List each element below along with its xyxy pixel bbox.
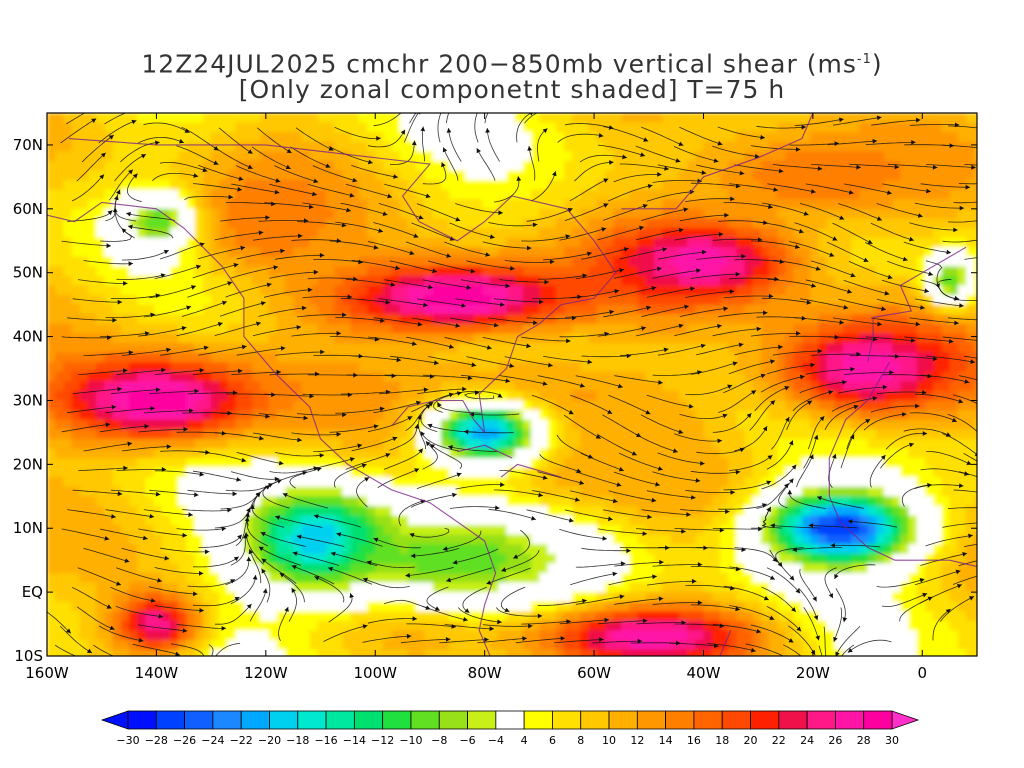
colorbar-swatch xyxy=(269,710,299,730)
colorbar-label: 8 xyxy=(577,734,584,747)
colorbar-swatch xyxy=(608,710,638,730)
lat-tick-label: 70N xyxy=(13,136,43,154)
colorbar-swatch xyxy=(155,710,186,730)
chart-title-close: ) xyxy=(871,49,883,79)
lat-tick-label: 10N xyxy=(13,519,43,537)
colorbar-label: 30 xyxy=(885,734,899,747)
lon-tick-label: 0 xyxy=(918,664,928,682)
colorbar-swatch xyxy=(325,710,355,730)
colorbar-label: 24 xyxy=(800,734,814,747)
colorbar-label: −18 xyxy=(286,734,309,747)
plot-frame xyxy=(46,112,978,657)
lat-tick-label: 30N xyxy=(13,391,43,409)
colorbar-label: 10 xyxy=(602,734,616,747)
lon-tick-label: 140W xyxy=(135,664,179,682)
colorbar-swatch xyxy=(382,710,412,730)
colorbar-label: 16 xyxy=(687,734,701,747)
colorbar-swatch xyxy=(552,710,582,730)
colorbar-label: −26 xyxy=(173,734,196,747)
colorbar-swatch xyxy=(580,710,610,730)
lon-tick-label: 100W xyxy=(354,664,398,682)
colorbar-label: 28 xyxy=(857,734,871,747)
lat-tick-label: EQ xyxy=(22,583,43,601)
lon-tick-label: 80W xyxy=(468,664,502,682)
chart-title-main: 12Z24JUL2025 cmchr 200−850mb vertical sh… xyxy=(141,49,857,79)
colorbar-swatch xyxy=(806,710,836,730)
colorbar-label: 26 xyxy=(828,734,842,747)
colorbar-label: 22 xyxy=(772,734,786,747)
lat-tick-label: 20N xyxy=(13,455,43,473)
colorbar-label: 4 xyxy=(521,734,528,747)
colorbar-label: −4 xyxy=(488,734,504,747)
colorbar-legend: −30 −28 −26 −24 −22 −20 −18 −16 −14 −12 −10 −8 −6 −4 4… xyxy=(100,710,920,747)
lon-tick-label: 60W xyxy=(577,664,611,682)
coastlines xyxy=(47,113,977,656)
colorbar-label: −20 xyxy=(258,734,281,747)
colorbar-label: −30 xyxy=(116,734,139,747)
colorbar-swatch xyxy=(693,710,723,730)
colorbar-swatch xyxy=(127,710,157,730)
lon-tick-label: 160W xyxy=(25,664,69,682)
colorbar-swatch xyxy=(863,710,893,730)
colorbar-label: −14 xyxy=(343,734,366,747)
lat-tick-label: 40N xyxy=(13,328,43,346)
colorbar-over-arrow xyxy=(891,710,920,730)
colorbar-swatch xyxy=(467,710,497,730)
colorbar-label: −12 xyxy=(371,734,394,747)
colorbar-swatch xyxy=(665,710,695,730)
colorbar-under-arrow xyxy=(100,710,129,730)
colorbar-swatch xyxy=(495,710,525,730)
lat-tick-label: 50N xyxy=(13,264,43,282)
colorbar-swatch xyxy=(721,710,751,730)
colorbar-label: 12 xyxy=(630,734,644,747)
colorbar-label: −22 xyxy=(230,734,253,747)
latitude-axis: 70N 60N 50N 40N 30N 20N 10N EQ 10S xyxy=(13,136,977,665)
colorbar-label: −8 xyxy=(431,734,447,747)
chart-title-unit-exponent: -1 xyxy=(856,52,872,67)
shaded-field xyxy=(47,113,977,656)
colorbar-swatch xyxy=(240,710,270,730)
colorbar-swatch xyxy=(636,710,667,730)
colorbar-swatch xyxy=(778,710,808,730)
colorbar-swatch xyxy=(410,710,440,730)
colorbar-swatch xyxy=(184,710,214,730)
colorbar-swatch xyxy=(750,710,780,730)
colorbar-label: −6 xyxy=(459,734,475,747)
colorbar-label: −24 xyxy=(201,734,224,747)
colorbar-swatch xyxy=(523,710,553,730)
colorbar-label: 14 xyxy=(659,734,673,747)
lat-tick-label: 10S xyxy=(14,647,43,665)
colorbar-label: 20 xyxy=(744,734,758,747)
chart-title-line2: [Only zonal componetnt shaded] T=75 h xyxy=(238,75,786,104)
colorbar-label: −16 xyxy=(314,734,337,747)
colorbar-swatch xyxy=(353,710,384,730)
lon-tick-label: 120W xyxy=(244,664,288,682)
lon-tick-label: 40W xyxy=(687,664,721,682)
lat-tick-label: 60N xyxy=(13,200,43,218)
longitude-axis: 160W 140W 120W 100W 80W 60W 40W 20W 0 xyxy=(25,113,927,682)
lon-tick-label: 20W xyxy=(796,664,830,682)
colorbar-label: 6 xyxy=(549,734,556,747)
colorbar-swatch xyxy=(438,710,468,730)
colorbar-label: −28 xyxy=(145,734,168,747)
colorbar-swatch xyxy=(212,710,242,730)
chart-title-line1: 12Z24JUL2025 cmchr 200−850mb vertical sh… xyxy=(0,46,1024,78)
colorbar-swatch xyxy=(297,710,327,730)
colorbar-label: 18 xyxy=(715,734,729,747)
colorbar-swatch xyxy=(835,710,865,730)
streamlines xyxy=(47,113,977,656)
colorbar-label: −10 xyxy=(399,734,422,747)
